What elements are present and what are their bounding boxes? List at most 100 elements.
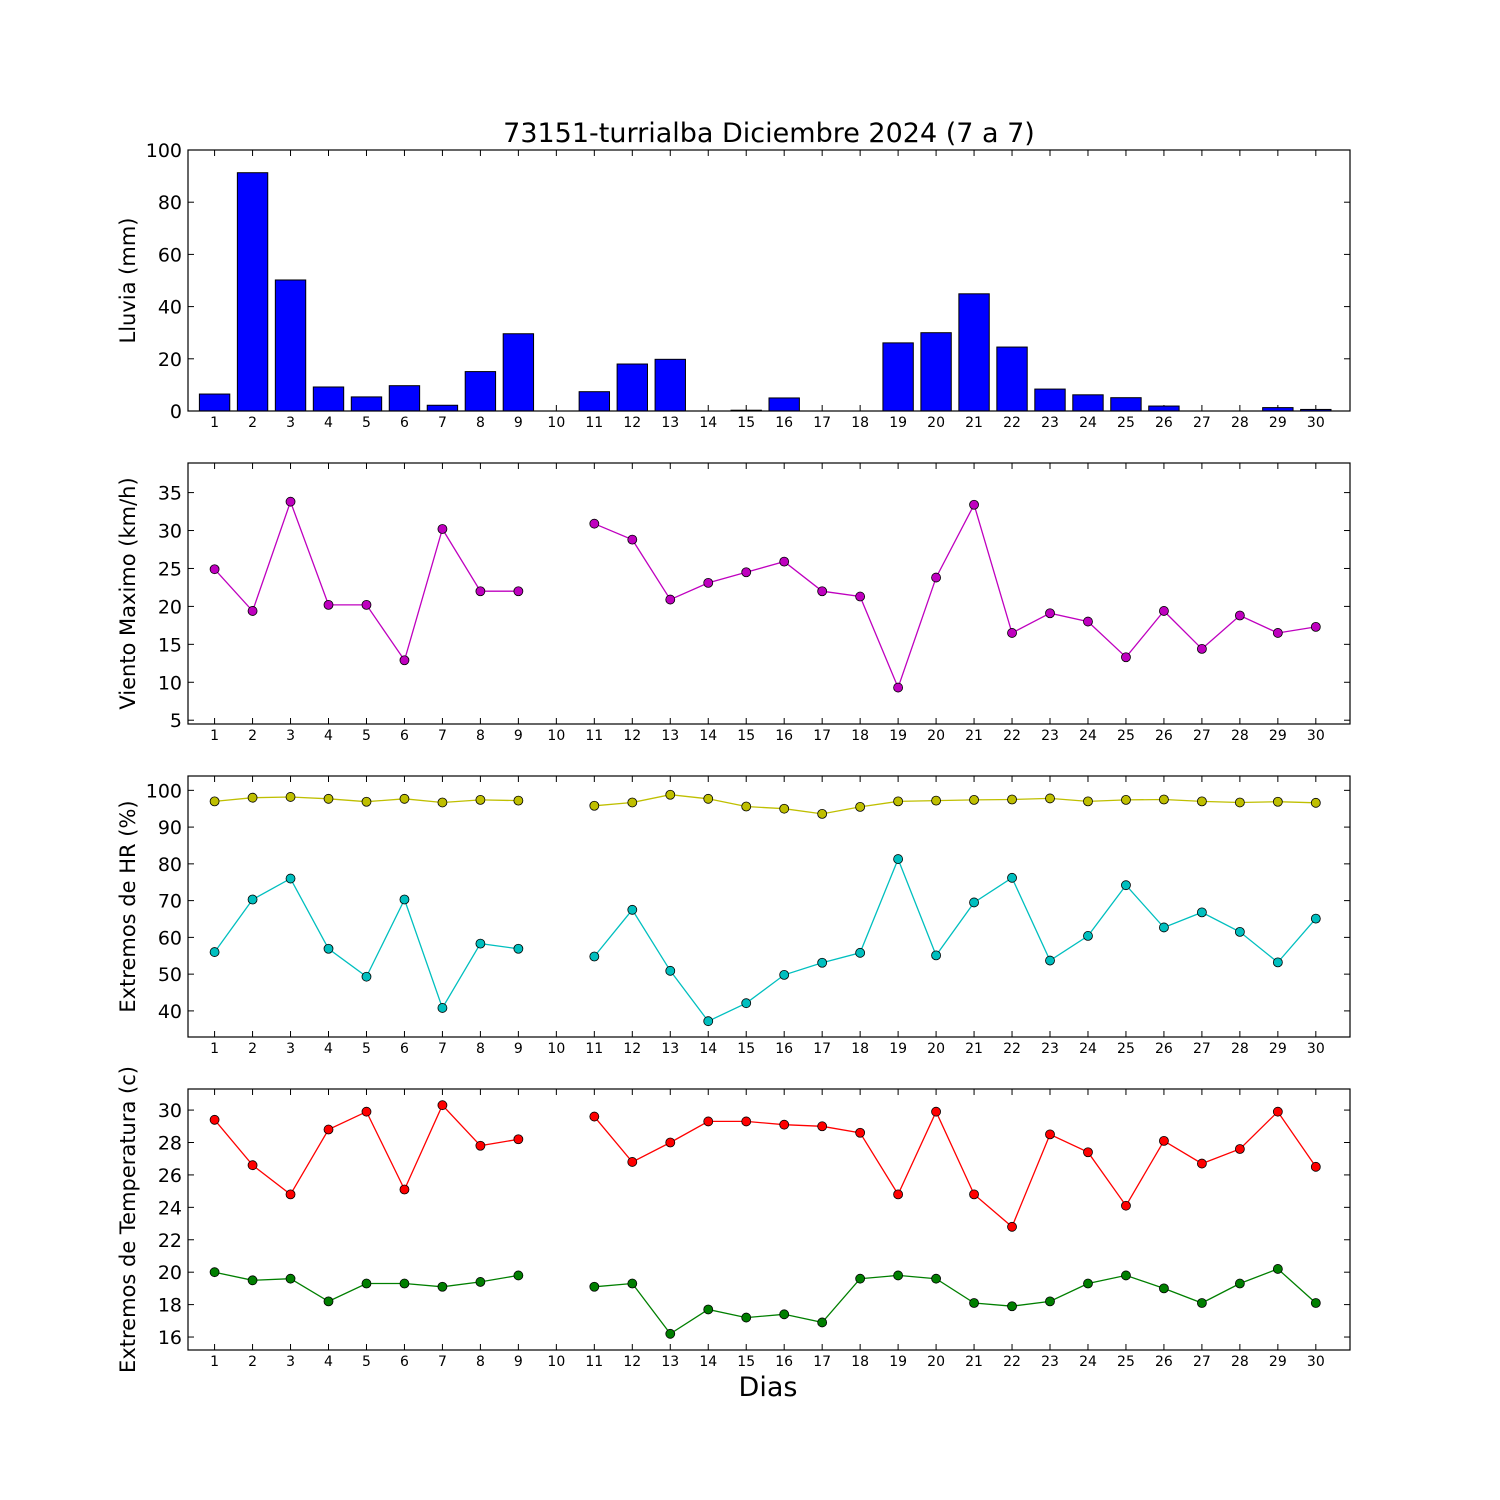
x-tick-label: 19 <box>889 415 907 431</box>
y-tick-label: 40 <box>158 1001 182 1023</box>
data-point-1 <box>247 792 258 803</box>
data-point-1 <box>1197 643 1207 654</box>
data-point-1 <box>437 1100 448 1111</box>
figure-title: 73151-turrialba Diciembre 2024 (7 a 7) <box>503 118 1035 149</box>
data-point-2 <box>437 1281 448 1292</box>
x-tick-label: 12 <box>623 1041 641 1057</box>
bar-21 <box>958 293 990 412</box>
x-tick-label: 27 <box>1193 415 1211 431</box>
data-point-2 <box>1159 922 1169 933</box>
data-point-1 <box>1007 1221 1017 1232</box>
data-point-1 <box>931 572 941 583</box>
x-tick-label: 21 <box>965 1354 983 1370</box>
data-point-2 <box>1045 955 1055 966</box>
x-tick-label: 17 <box>813 1354 831 1370</box>
data-point-1 <box>893 796 904 807</box>
data-point-2 <box>855 947 866 958</box>
data-point-2 <box>361 1278 372 1289</box>
data-point-1 <box>1234 797 1245 808</box>
y-tick-label: 25 <box>158 558 182 580</box>
x-tick-label: 13 <box>661 1354 679 1370</box>
data-point-1 <box>475 794 486 805</box>
x-tick-label: 12 <box>623 728 641 744</box>
data-point-2 <box>893 1270 904 1281</box>
x-tick-label: 16 <box>775 415 793 431</box>
data-point-1 <box>1234 610 1245 621</box>
y-tick-label: 90 <box>158 817 182 839</box>
x-tick-label: 25 <box>1117 1354 1135 1370</box>
x-tick-label: 1 <box>210 728 219 744</box>
x-tick-label: 16 <box>775 728 793 744</box>
x-tick-label: 7 <box>438 415 447 431</box>
data-point-2 <box>513 943 524 954</box>
data-point-2 <box>437 1003 448 1013</box>
data-point-1 <box>931 795 941 806</box>
data-point-2 <box>475 1277 486 1287</box>
y-tick-label: 28 <box>158 1132 182 1154</box>
data-point-2 <box>855 1273 866 1284</box>
x-tick-label: 4 <box>324 415 333 431</box>
data-point-1 <box>513 1134 524 1145</box>
data-point-2 <box>285 873 296 884</box>
data-point-2 <box>247 1275 258 1286</box>
bar-19 <box>882 342 914 412</box>
x-tick-label: 1 <box>210 1354 219 1370</box>
data-point-2 <box>1310 1298 1321 1308</box>
data-point-2 <box>1272 1264 1283 1274</box>
y-tick-label: 5 <box>170 710 182 732</box>
x-tick-label: 22 <box>1003 728 1021 744</box>
data-point-2 <box>779 969 790 980</box>
data-point-2 <box>969 1298 979 1308</box>
x-tick-label: 16 <box>775 1041 793 1057</box>
data-point-1 <box>1159 1135 1169 1146</box>
data-point-1 <box>779 803 790 814</box>
data-point-2 <box>1045 1296 1055 1307</box>
data-point-2 <box>209 1267 220 1278</box>
x-tick-label: 17 <box>813 415 831 431</box>
data-point-1 <box>893 682 904 693</box>
data-point-1 <box>589 1111 600 1122</box>
data-point-1 <box>1083 1147 1093 1158</box>
data-point-1 <box>855 591 866 602</box>
data-point-1 <box>1159 606 1169 616</box>
x-tick-label: 11 <box>585 415 603 431</box>
data-point-2 <box>1197 907 1207 918</box>
data-point-1 <box>437 524 448 534</box>
data-point-1 <box>855 1127 866 1138</box>
x-tick-label: 11 <box>585 1041 603 1057</box>
x-tick-label: 22 <box>1003 415 1021 431</box>
series-line-2 <box>594 1268 1317 1335</box>
data-point-1 <box>361 1106 372 1117</box>
x-tick-label: 6 <box>400 1354 409 1370</box>
data-point-1 <box>399 1184 410 1195</box>
x-tick-label: 14 <box>699 415 717 431</box>
plot-frame <box>187 1088 1351 1351</box>
x-tick-label: 27 <box>1193 728 1211 744</box>
data-point-2 <box>589 1281 600 1292</box>
x-tick-label: 16 <box>775 1354 793 1370</box>
data-point-2 <box>1310 913 1321 924</box>
x-tick-label: 30 <box>1307 1041 1325 1057</box>
y-tick-label: 15 <box>158 634 182 656</box>
plot-frame <box>187 775 1351 1038</box>
x-tick-label: 1 <box>210 1041 219 1057</box>
data-point-1 <box>741 801 752 812</box>
y-tick-label: 22 <box>158 1230 182 1252</box>
x-tick-label: 24 <box>1079 728 1097 744</box>
data-point-1 <box>513 586 524 597</box>
y-tick-label: 30 <box>158 521 182 543</box>
x-tick-label: 6 <box>400 728 409 744</box>
y-tick-label: 20 <box>158 349 182 371</box>
y-tick-label: 24 <box>158 1197 182 1219</box>
data-point-1 <box>817 586 828 597</box>
x-tick-label: 20 <box>927 1041 945 1057</box>
y-tick-label: 16 <box>158 1327 182 1349</box>
data-point-1 <box>1197 1158 1207 1169</box>
bar-25 <box>1110 397 1142 412</box>
x-tick-label: 6 <box>400 415 409 431</box>
data-point-2 <box>665 1328 676 1339</box>
x-tick-label: 18 <box>851 415 869 431</box>
x-tick-label: 13 <box>661 1041 679 1057</box>
